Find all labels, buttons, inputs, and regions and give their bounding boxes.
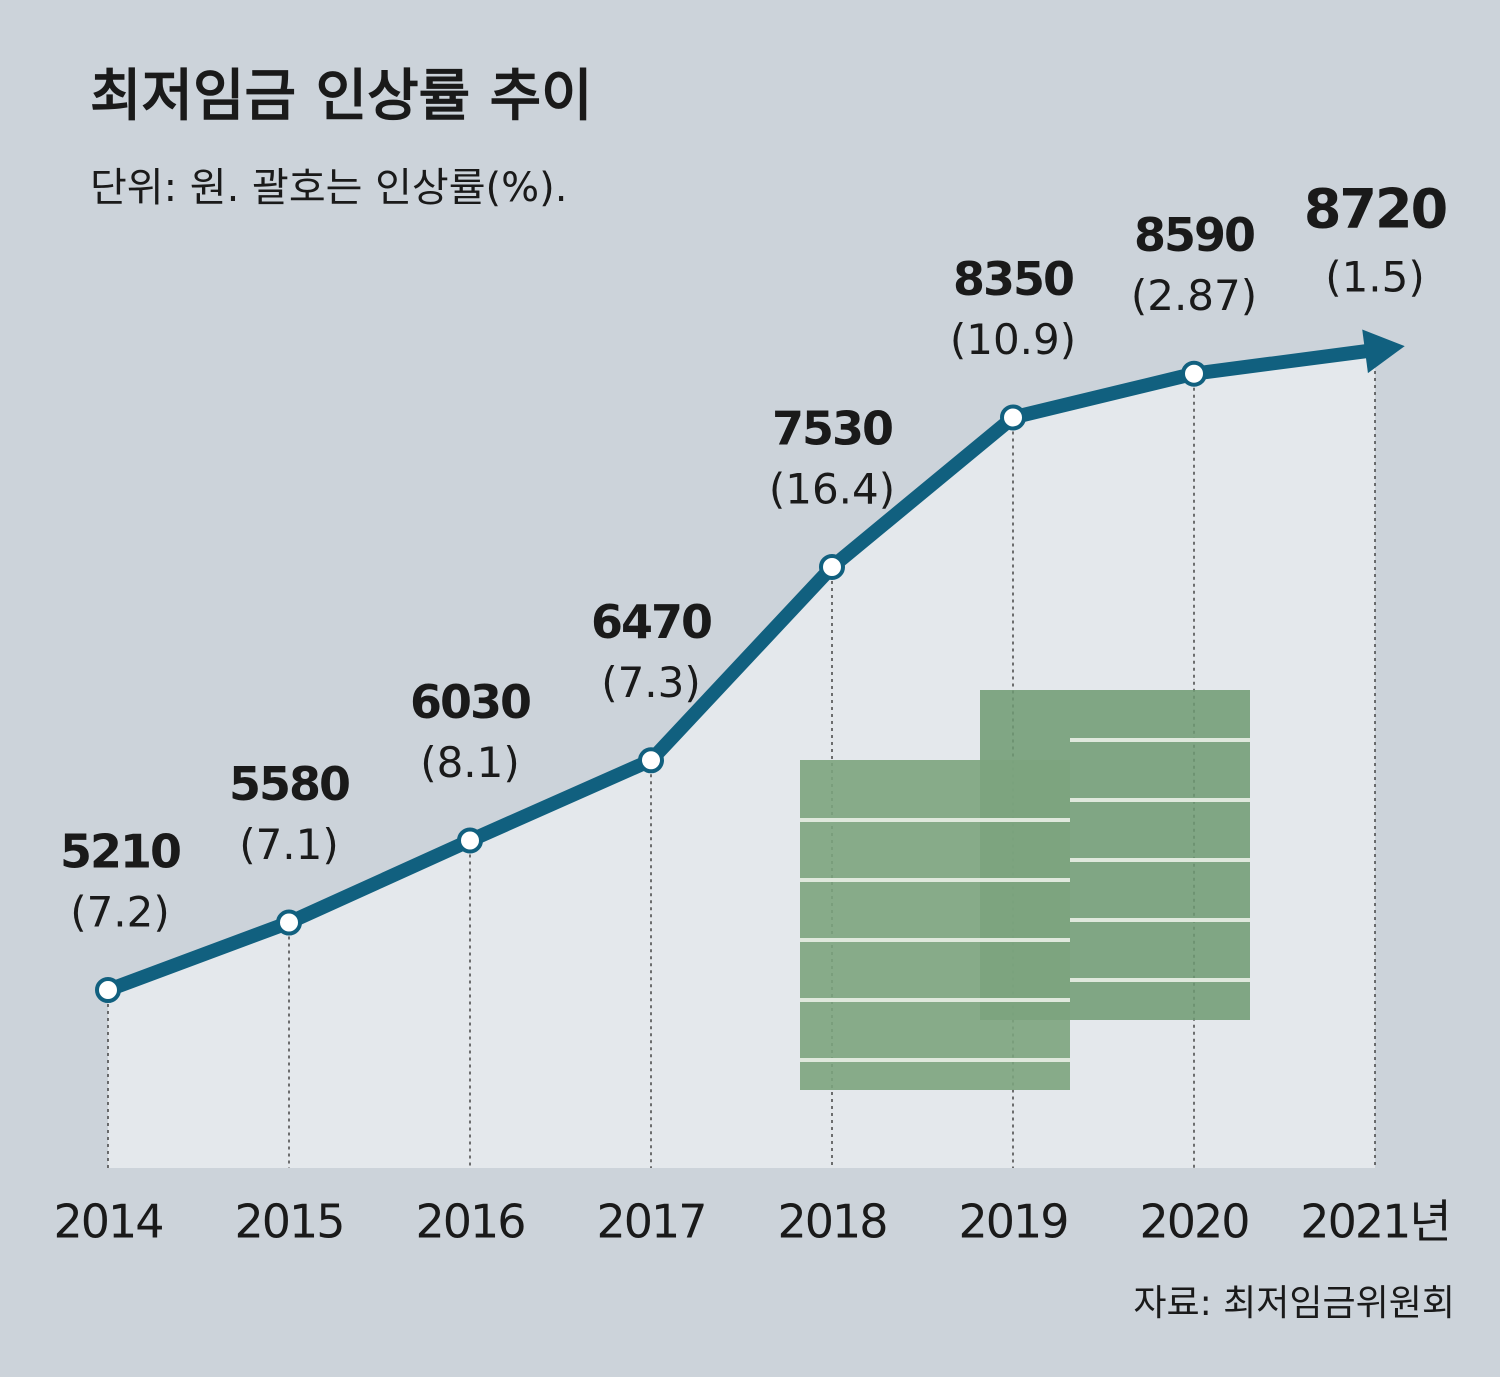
value-label: 6470 [591, 595, 711, 649]
value-label: 6030 [410, 675, 530, 729]
value-label: 8590 [1134, 208, 1254, 262]
point [819, 553, 845, 580]
source: 자료: 최저임금위원회 [1133, 1283, 1455, 1324]
x-tick-label: 2018 [777, 1195, 886, 1249]
x-tick-label: 2019 [958, 1195, 1067, 1249]
rate-label: (7.3) [601, 658, 701, 707]
point [638, 747, 664, 774]
value-label: 5210 [60, 825, 180, 879]
x-tick-label: 2021년 [1300, 1195, 1449, 1249]
point [457, 827, 483, 854]
point [1181, 360, 1207, 387]
rate-label: (2.87) [1131, 271, 1257, 320]
x-tick-label: 2015 [234, 1195, 343, 1249]
x-tick-label: 2020 [1139, 1195, 1248, 1249]
value-label: 5580 [229, 757, 349, 811]
value-label: 8350 [953, 252, 1073, 306]
arrow-head [1362, 329, 1405, 374]
rate-label: (1.5) [1325, 253, 1425, 302]
line [105, 343, 1376, 997]
point [276, 909, 302, 936]
point [1000, 404, 1026, 431]
x-tick-label: 2016 [415, 1195, 524, 1249]
money-illustration [800, 690, 1250, 1090]
rate-label: (10.9) [950, 315, 1076, 364]
rate-label: (7.1) [239, 820, 339, 869]
rate-label: (16.4) [769, 464, 895, 513]
x-tick-label: 2014 [53, 1195, 162, 1249]
chart-title: 최저임금 인상률 추이 [90, 64, 593, 129]
chart-subtitle: 단위: 원. 괄호는 인상률(%). [90, 165, 567, 211]
rate-label: (7.2) [70, 888, 170, 937]
point [95, 977, 121, 1003]
value-label: 8720 [1304, 178, 1446, 241]
value-label: 7530 [772, 401, 892, 455]
rate-label: (8.1) [420, 738, 520, 787]
x-tick-label: 2017 [596, 1195, 705, 1249]
